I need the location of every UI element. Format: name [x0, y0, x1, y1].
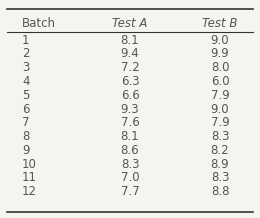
Text: 12: 12 [22, 185, 37, 198]
Text: 8.8: 8.8 [211, 185, 229, 198]
Text: 8.1: 8.1 [121, 130, 139, 143]
Text: 7.0: 7.0 [121, 171, 139, 184]
Text: 7.9: 7.9 [211, 89, 229, 102]
Text: Test A: Test A [112, 17, 148, 31]
Text: 8.0: 8.0 [211, 61, 229, 74]
Text: 9.0: 9.0 [211, 102, 229, 116]
Text: 6.0: 6.0 [211, 75, 229, 88]
Text: 8.6: 8.6 [121, 144, 139, 157]
Text: 8.1: 8.1 [121, 34, 139, 47]
Text: 4: 4 [22, 75, 29, 88]
Text: Batch: Batch [22, 17, 56, 31]
Text: 2: 2 [22, 47, 29, 60]
Text: 8.3: 8.3 [121, 158, 139, 171]
Text: 6.3: 6.3 [121, 75, 139, 88]
Text: 8.9: 8.9 [211, 158, 229, 171]
Text: 3: 3 [22, 61, 29, 74]
Text: 7.7: 7.7 [121, 185, 139, 198]
Text: 8: 8 [22, 130, 29, 143]
Text: 11: 11 [22, 171, 37, 184]
Text: 8.3: 8.3 [211, 130, 229, 143]
Text: 7.6: 7.6 [121, 116, 139, 129]
Text: 9.0: 9.0 [211, 34, 229, 47]
Text: Test B: Test B [202, 17, 238, 31]
Text: 9.3: 9.3 [121, 102, 139, 116]
Text: 6.6: 6.6 [121, 89, 139, 102]
Text: 9.4: 9.4 [121, 47, 139, 60]
Text: 8.3: 8.3 [211, 171, 229, 184]
Text: 7.9: 7.9 [211, 116, 229, 129]
Text: 7: 7 [22, 116, 29, 129]
Text: 5: 5 [22, 89, 29, 102]
Text: 1: 1 [22, 34, 29, 47]
Text: 9.9: 9.9 [211, 47, 229, 60]
Text: 7.2: 7.2 [121, 61, 139, 74]
Text: 10: 10 [22, 158, 37, 171]
Text: 9: 9 [22, 144, 29, 157]
Text: 6: 6 [22, 102, 29, 116]
Text: 8.2: 8.2 [211, 144, 229, 157]
